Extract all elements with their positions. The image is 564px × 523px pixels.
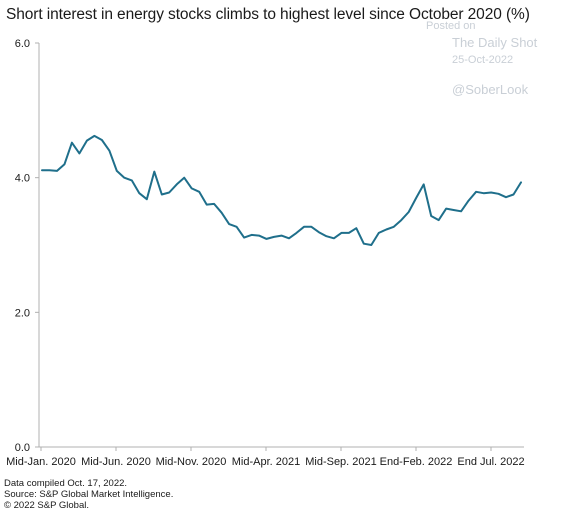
footer-source-note: Source: S&P Global Market Intelligence.: [4, 489, 174, 500]
x-tick-label: Mid-Nov. 2020: [156, 456, 227, 468]
y-axis: 0.0 2.0 4.0 6.0: [15, 38, 40, 454]
footer-copyright: © 2022 S&P Global.: [4, 500, 89, 511]
x-axis: Mid-Jan. 2020 Mid-Jun. 2020 Mid-Nov. 2020 M…: [6, 446, 525, 468]
y-tick-label: 2.0: [15, 307, 30, 319]
y-tick-label: 0.0: [15, 442, 30, 454]
footer-compiled-note: Data compiled Oct. 17, 2022.: [4, 478, 128, 489]
chart-title: Short interest in energy stocks climbs t…: [6, 6, 530, 23]
y-tick-label: 6.0: [15, 38, 30, 50]
series-group: [41, 134, 522, 246]
watermark-date: 25-Oct-2022: [452, 54, 514, 66]
x-tick-label: Mid-Jan. 2020: [6, 456, 76, 468]
watermark-handle: @SoberLook: [452, 82, 529, 97]
x-tick-label: Mid-Jun. 2020: [81, 456, 151, 468]
chart-footer: Data compiled Oct. 17, 2022. Source: S&P…: [4, 478, 173, 511]
x-tick-label: Mid-Sep. 2021: [305, 456, 377, 468]
watermark-brand: The Daily Shot: [452, 35, 538, 50]
watermark-posted: Posted on: [426, 20, 476, 32]
series-line: [41, 134, 522, 246]
x-tick-label: End Jul. 2022: [457, 456, 524, 468]
x-tick-label: Mid-Apr. 2021: [232, 456, 300, 468]
x-tick-label: End-Feb. 2022: [380, 456, 453, 468]
y-tick-label: 4.0: [15, 173, 30, 185]
